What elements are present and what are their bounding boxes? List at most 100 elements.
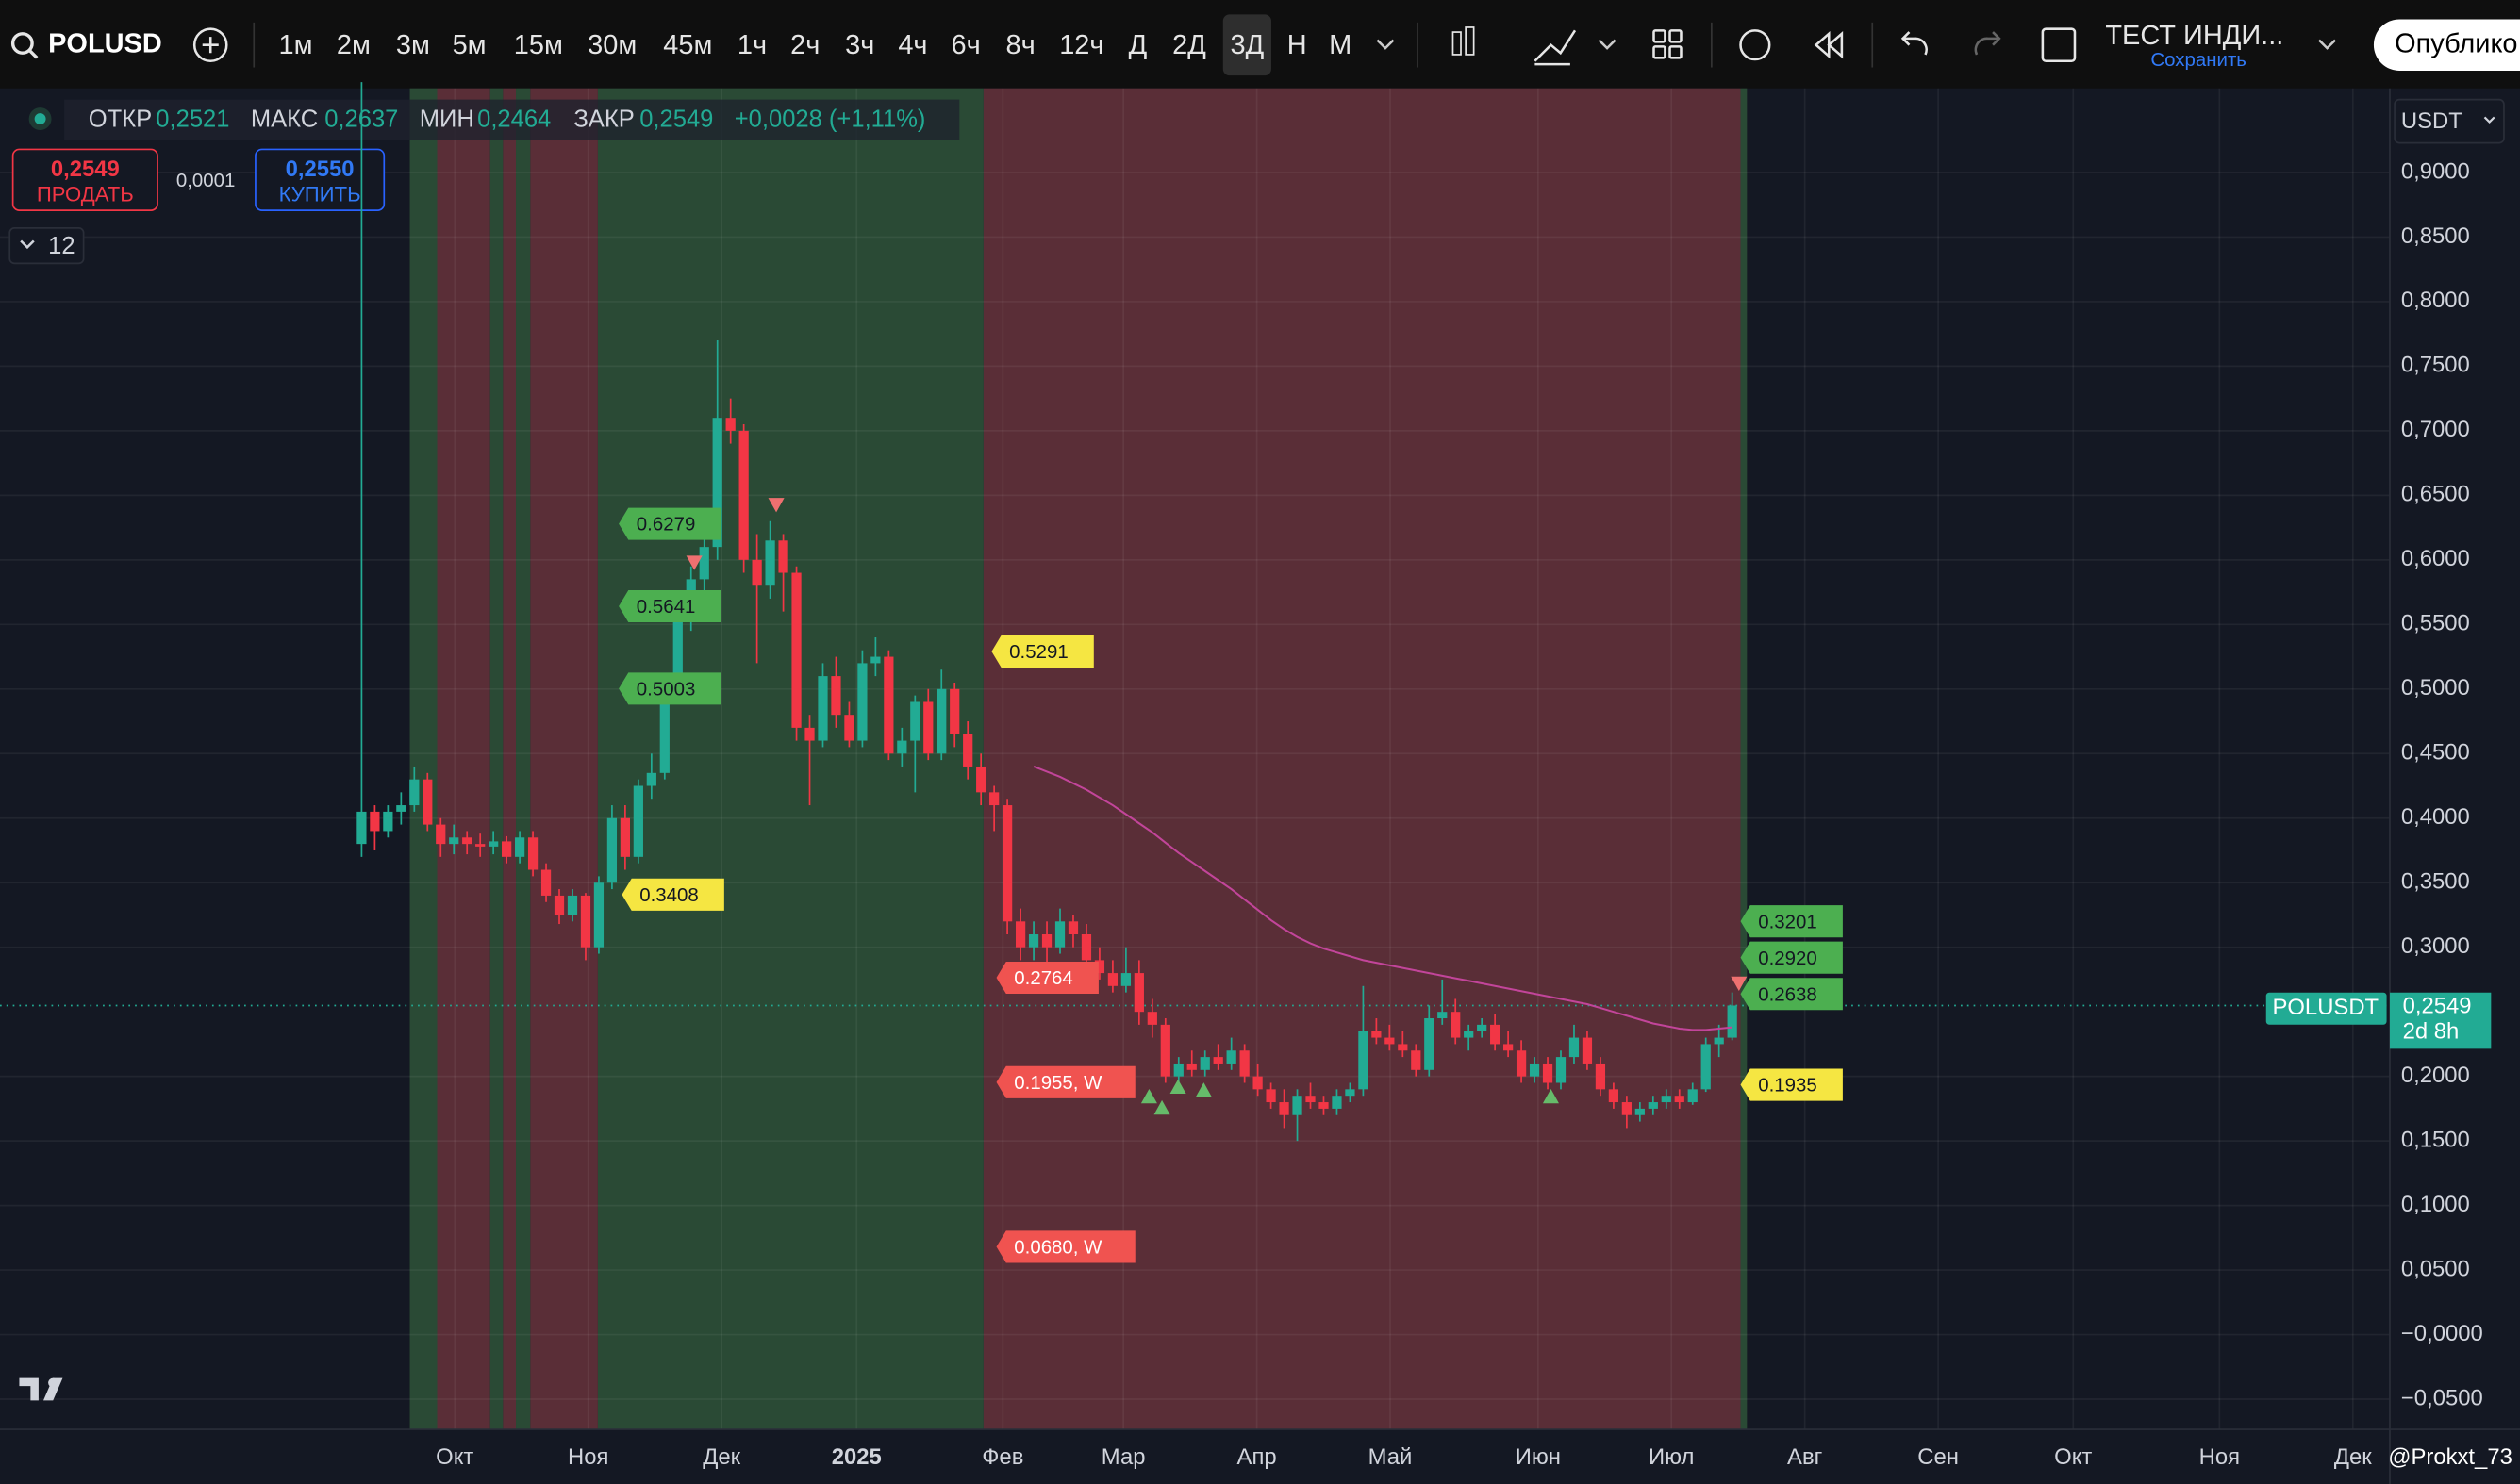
price-label: [619, 589, 721, 623]
candle-icon[interactable]: [1451, 31, 1462, 56]
timeframe[interactable]: 15м: [514, 30, 563, 60]
price-label-text: 0.1955, W: [1014, 1072, 1102, 1094]
candle-body: [1595, 1063, 1606, 1090]
y-tick-label: 0,6500: [2401, 482, 2470, 507]
layout-toggle[interactable]: [2041, 27, 2077, 63]
x-tick-label: Сен: [1917, 1444, 1959, 1470]
currency: USDT: [2401, 108, 2462, 134]
y-tick-label: 0,1000: [2401, 1192, 2470, 1217]
timeframe[interactable]: 2ч: [790, 30, 820, 60]
candle-body: [844, 715, 854, 741]
layout-icon[interactable]: [1652, 29, 1683, 59]
timeframe[interactable]: 3Д: [1231, 30, 1265, 60]
candle-body: [1003, 805, 1013, 922]
chevron[interactable]: [1598, 39, 1616, 50]
candle-body: [1305, 1096, 1316, 1103]
candle-body: [1608, 1089, 1619, 1103]
candle-body: [370, 811, 380, 832]
candle-body: [1292, 1096, 1302, 1115]
candle-body: [738, 430, 749, 560]
legend-label: ОТКР: [89, 107, 152, 133]
timeframe[interactable]: 12ч: [1059, 30, 1103, 60]
chevron[interactable]: [2318, 39, 2336, 50]
redo-icon[interactable]: [1974, 31, 2001, 56]
sell-button[interactable]: [11, 148, 158, 212]
candle-body: [897, 740, 907, 754]
candle-body: [580, 895, 591, 948]
symbol[interactable]: POLUSD: [48, 28, 162, 58]
timeframe[interactable]: 2Д: [1172, 30, 1206, 60]
publish-button[interactable]: [2373, 19, 2520, 71]
timeframe[interactable]: М: [1329, 30, 1351, 60]
logo: [48, 1377, 58, 1388]
x-tick-label: Ноя: [568, 1444, 608, 1470]
indicators-icon[interactable]: [1534, 29, 1577, 66]
price-label-text: 0.2920: [1758, 948, 1817, 969]
timeframe[interactable]: Н: [1287, 30, 1307, 60]
price-label-text: 0.2764: [1014, 967, 1073, 989]
timeframe[interactable]: 2м: [337, 30, 371, 60]
candle-body: [502, 841, 512, 857]
timeframe[interactable]: 6ч: [952, 30, 981, 60]
candle-body: [1332, 1096, 1342, 1109]
spread: 0,0001: [176, 170, 236, 191]
undo-icon[interactable]: [1900, 31, 1928, 56]
y-tick-label: 0,3500: [2401, 869, 2470, 895]
timeframe[interactable]: 3м: [396, 30, 430, 60]
timeframe[interactable]: 4ч: [898, 30, 927, 60]
candle-body: [1120, 973, 1131, 986]
candle-body: [1424, 1018, 1434, 1070]
timeframe[interactable]: 5м: [453, 30, 487, 60]
search-icon[interactable]: [10, 32, 34, 55]
timeframe[interactable]: 3ч: [845, 30, 874, 60]
candle-body: [1700, 1044, 1711, 1090]
price-label: [622, 878, 724, 911]
timeframe[interactable]: 1ч: [738, 30, 767, 60]
timeframe[interactable]: 45м: [663, 30, 712, 60]
save-button[interactable]: Сохранить: [2150, 49, 2246, 71]
status-dot: [34, 113, 46, 125]
buy-label: КУПИТЬ: [279, 183, 361, 206]
legend-value: 0,2549: [639, 107, 713, 133]
zone: [1740, 88, 1748, 1430]
candle-body: [1015, 921, 1026, 948]
search-icon: [27, 48, 39, 59]
y-tick-label: 0,5500: [2401, 611, 2470, 636]
candle-body: [1674, 1096, 1684, 1103]
candle-body: [1358, 1031, 1368, 1090]
indicators-toggle[interactable]: [8, 227, 85, 265]
candle-body: [1081, 934, 1092, 961]
candle-body: [1173, 1063, 1184, 1077]
candle-body: [423, 779, 433, 825]
chevron[interactable]: [1376, 39, 1395, 50]
timeframe[interactable]: 30м: [588, 30, 637, 60]
candle-body: [396, 805, 406, 812]
price-label: [1740, 941, 1843, 974]
add-symbol[interactable]: [192, 27, 228, 63]
candle-body: [1568, 1037, 1580, 1058]
currency-select[interactable]: [2394, 98, 2505, 144]
layout-name[interactable]: ТЕСТ ИНДИ...: [2105, 21, 2283, 51]
x-tick-label: Май: [1368, 1444, 1413, 1470]
buy-button[interactable]: [255, 148, 386, 212]
candle-body: [1200, 1057, 1210, 1070]
timeframe[interactable]: 8ч: [1005, 30, 1035, 60]
candle-body: [1687, 1089, 1698, 1103]
candle-body: [1371, 1031, 1382, 1038]
candle-body: [356, 811, 367, 845]
candle-body: [1186, 1063, 1197, 1070]
candle-body: [778, 540, 788, 573]
candle-body: [1648, 1102, 1658, 1109]
candle-body: [659, 688, 670, 773]
timeframe[interactable]: 1м: [279, 30, 313, 60]
candle-body: [1384, 1037, 1395, 1045]
alert-icon[interactable]: [1739, 29, 1771, 61]
candle-body: [1134, 973, 1144, 1013]
timeframe[interactable]: Д: [1129, 30, 1148, 60]
candle-body: [646, 772, 656, 786]
candle-body: [1502, 1044, 1514, 1051]
sell-signal: [768, 498, 785, 513]
candle-body: [567, 895, 578, 915]
replay-icon[interactable]: [1814, 30, 1844, 59]
